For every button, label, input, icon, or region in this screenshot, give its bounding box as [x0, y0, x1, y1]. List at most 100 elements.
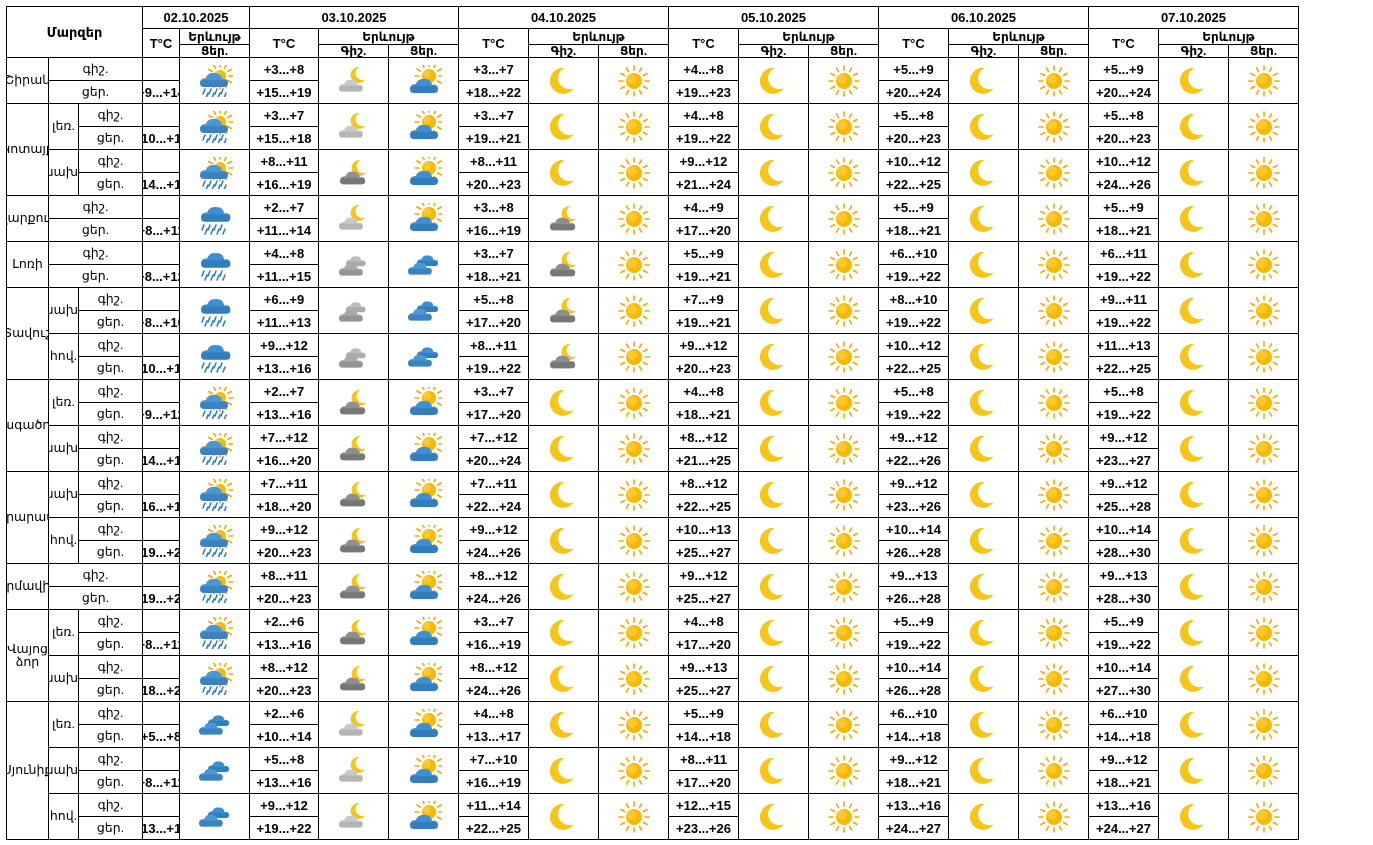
- crescent-moon-icon: [1179, 803, 1204, 830]
- day-subheader: Ցեր.: [1018, 44, 1089, 58]
- night-icon-cell: [948, 655, 1019, 702]
- night-icon-cell: [1158, 793, 1229, 840]
- day-icon-cell: [1228, 701, 1299, 748]
- night-label: գիշ.: [78, 609, 143, 633]
- date-header: 02.10.2025: [142, 6, 250, 29]
- temp-night: +5...+9: [878, 195, 949, 219]
- day-icon-cell: [598, 57, 669, 104]
- temp-night: +10...+14: [878, 655, 949, 679]
- sun-icon: [827, 616, 860, 649]
- temp-day: +14...+17: [142, 172, 180, 196]
- temp-night: +6...+9: [249, 287, 319, 311]
- crescent-moon-icon: [759, 251, 784, 278]
- moon-behind-dark-cloud-icon: [549, 343, 576, 368]
- sun-behind-cloud-icon: [409, 524, 442, 553]
- temp-day: +25...+27: [668, 586, 739, 610]
- moon-behind-dark-cloud-icon: [339, 435, 366, 460]
- day-icon-cell: [598, 333, 669, 380]
- sun-behind-cloud-icon: [409, 662, 442, 691]
- temp-night: +2...+6: [249, 701, 319, 725]
- temp-night: +5...+8: [878, 379, 949, 403]
- temp-day: +8...+11: [142, 770, 180, 794]
- temp-day: +19...+22: [878, 402, 949, 426]
- night-label: գիշ.: [78, 287, 143, 311]
- night-label: գիշ.: [78, 517, 143, 541]
- crescent-moon-icon: [969, 389, 994, 416]
- day-icon-cell: [1228, 563, 1299, 610]
- day-icon-cell: [808, 517, 879, 564]
- temp-night: +3...+7: [249, 103, 319, 127]
- night-icon-cell: [738, 103, 809, 150]
- night-icon-cell: [738, 287, 809, 334]
- day-icon-cell: [1228, 609, 1299, 656]
- temp-day: +20...+23: [249, 540, 319, 564]
- night-icon-cell: [1158, 379, 1229, 426]
- day-icon-cell: [598, 701, 669, 748]
- day-label: ցեր.: [78, 310, 143, 334]
- temp-day: +18...+21: [142, 678, 180, 702]
- day-icon-cell: [1228, 103, 1299, 150]
- temp-night: +5...+8: [458, 287, 529, 311]
- night-icon-cell: [528, 701, 599, 748]
- cloud-rain-icon: [200, 344, 230, 373]
- night-icon-cell: [948, 103, 1019, 150]
- blue-clouds-icon: [198, 806, 229, 827]
- temp-day: +24...+27: [1088, 816, 1159, 840]
- temp-day: +19...+22: [1088, 264, 1159, 288]
- sun-cloud-rain-icon: [199, 432, 233, 465]
- night-icon-cell: [1158, 609, 1229, 656]
- day-icon-cell: [388, 57, 459, 104]
- temp-day: +19...+22: [1088, 632, 1159, 656]
- day-icon-cell: [1018, 195, 1089, 242]
- temp-day: +5...+8: [142, 724, 180, 748]
- weather-icon-cell: [179, 793, 250, 840]
- temp-night-empty: [142, 471, 180, 495]
- temp-night: +8...+10: [878, 287, 949, 311]
- night-icon-cell: [948, 609, 1019, 656]
- temp-day: +17...+20: [668, 770, 739, 794]
- day-icon-cell: [1018, 149, 1089, 196]
- crescent-moon-icon: [1179, 619, 1204, 646]
- night-icon-cell: [948, 425, 1019, 472]
- crescent-moon-icon: [969, 251, 994, 278]
- sun-icon: [1247, 340, 1280, 373]
- temp-night: +5...+8: [1088, 379, 1159, 403]
- sun-icon: [827, 570, 860, 603]
- weather-icon-cell: [179, 379, 250, 426]
- temp-night: +8...+12: [668, 425, 739, 449]
- sun-icon: [1247, 156, 1280, 189]
- moon-behind-light-cloud-icon: [338, 112, 365, 138]
- temp-night: +8...+12: [668, 471, 739, 495]
- sun-icon: [1037, 570, 1070, 603]
- sun-icon: [1037, 248, 1070, 281]
- temp-night: +9...+12: [249, 793, 319, 817]
- night-icon-cell: [528, 425, 599, 472]
- temp-day: +19...+22: [1088, 402, 1159, 426]
- temp-night: +7...+12: [249, 425, 319, 449]
- region-name: Գեղարքունիք: [6, 195, 49, 242]
- altitude-label: նախ.: [48, 655, 79, 702]
- crescent-moon-icon: [759, 159, 784, 186]
- weather-icon-cell: [179, 287, 250, 334]
- day-icon-cell: [1228, 747, 1299, 794]
- night-icon-cell: [318, 333, 389, 380]
- day-icon-cell: [388, 609, 459, 656]
- night-icon-cell: [1158, 563, 1229, 610]
- day-icon-cell: [388, 103, 459, 150]
- day-icon-cell: [1018, 701, 1089, 748]
- crescent-moon-icon: [1179, 251, 1204, 278]
- day-label: ցեր.: [78, 126, 143, 150]
- sun-icon: [1037, 432, 1070, 465]
- temp-night: +4...+8: [668, 609, 739, 633]
- temp-day: +20...+23: [1088, 126, 1159, 150]
- phenomenon-header: Երևույթ: [318, 28, 459, 45]
- altitude-label: հով.: [48, 793, 79, 840]
- day-icon-cell: [598, 425, 669, 472]
- night-label: գիշ.: [78, 701, 143, 725]
- blue-clouds-icon: [407, 254, 438, 275]
- temp-day: +19...+21: [142, 540, 180, 564]
- day-icon-cell: [808, 471, 879, 518]
- forecast-table: Մարզեր 02.10.2025 T°C Երևույթ Ցեր. 03.10.2025…: [6, 6, 1366, 840]
- temp-night: +3...+7: [458, 609, 529, 633]
- crescent-moon-icon: [549, 113, 574, 140]
